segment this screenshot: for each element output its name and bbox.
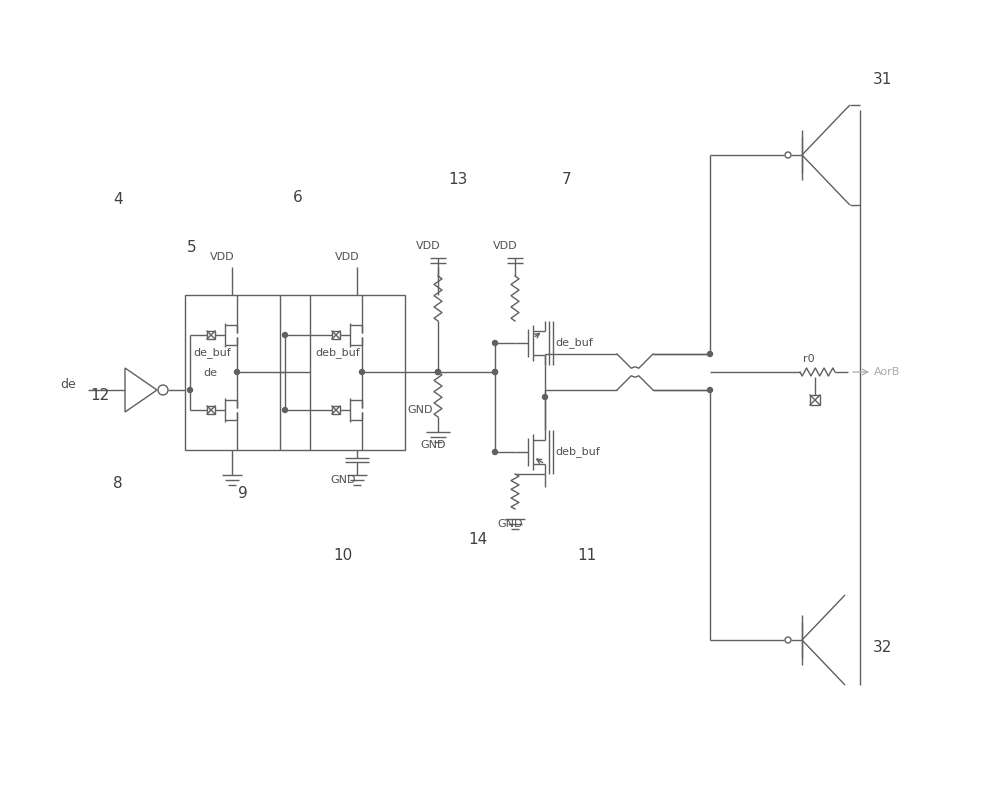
Text: 9: 9 [238, 485, 248, 501]
Circle shape [436, 369, 440, 375]
Circle shape [283, 332, 288, 337]
Circle shape [492, 340, 498, 345]
Text: 14: 14 [468, 533, 488, 548]
Circle shape [492, 369, 498, 375]
Text: de: de [203, 368, 217, 378]
Text: 11: 11 [577, 548, 597, 562]
Text: 31: 31 [872, 73, 892, 87]
Circle shape [785, 152, 791, 158]
Circle shape [708, 388, 712, 392]
Text: 5: 5 [187, 240, 197, 256]
Circle shape [436, 369, 440, 375]
Text: AorB: AorB [874, 367, 900, 377]
Circle shape [234, 369, 240, 375]
Text: 7: 7 [562, 172, 572, 187]
Circle shape [283, 408, 288, 413]
Text: 6: 6 [293, 191, 303, 206]
Circle shape [708, 352, 712, 356]
Text: 10: 10 [333, 548, 353, 562]
Text: de: de [60, 379, 76, 392]
Bar [332, 406, 340, 414]
Text: VDD: VDD [335, 252, 360, 262]
Text: 4: 4 [113, 192, 123, 207]
Text: 13: 13 [448, 172, 468, 187]
Circle shape [188, 388, 192, 392]
Circle shape [542, 395, 548, 400]
Text: deb_buf: deb_buf [555, 446, 600, 457]
Text: VDD: VDD [416, 241, 441, 251]
Bar [207, 331, 215, 339]
Text: de_buf: de_buf [193, 348, 231, 359]
Bar [810, 395, 820, 405]
Text: r0: r0 [803, 354, 815, 364]
Text: de_buf: de_buf [555, 337, 593, 348]
Text: 8: 8 [113, 476, 123, 490]
Bar [332, 331, 340, 339]
Text: VDD: VDD [493, 241, 518, 251]
Text: GND: GND [497, 519, 522, 529]
Text: GND: GND [407, 405, 432, 415]
Text: GND: GND [330, 475, 356, 485]
Circle shape [785, 637, 791, 643]
Text: VDD: VDD [210, 252, 235, 262]
Text: 12: 12 [90, 388, 110, 402]
Bar [185, 295, 280, 450]
Circle shape [158, 385, 168, 395]
Circle shape [360, 369, 364, 375]
Text: deb_buf: deb_buf [315, 348, 360, 359]
Bar [207, 406, 215, 414]
Circle shape [492, 449, 498, 454]
Text: 32: 32 [872, 641, 892, 655]
Text: GND: GND [420, 440, 446, 450]
Circle shape [492, 369, 498, 375]
Bar [310, 295, 405, 450]
